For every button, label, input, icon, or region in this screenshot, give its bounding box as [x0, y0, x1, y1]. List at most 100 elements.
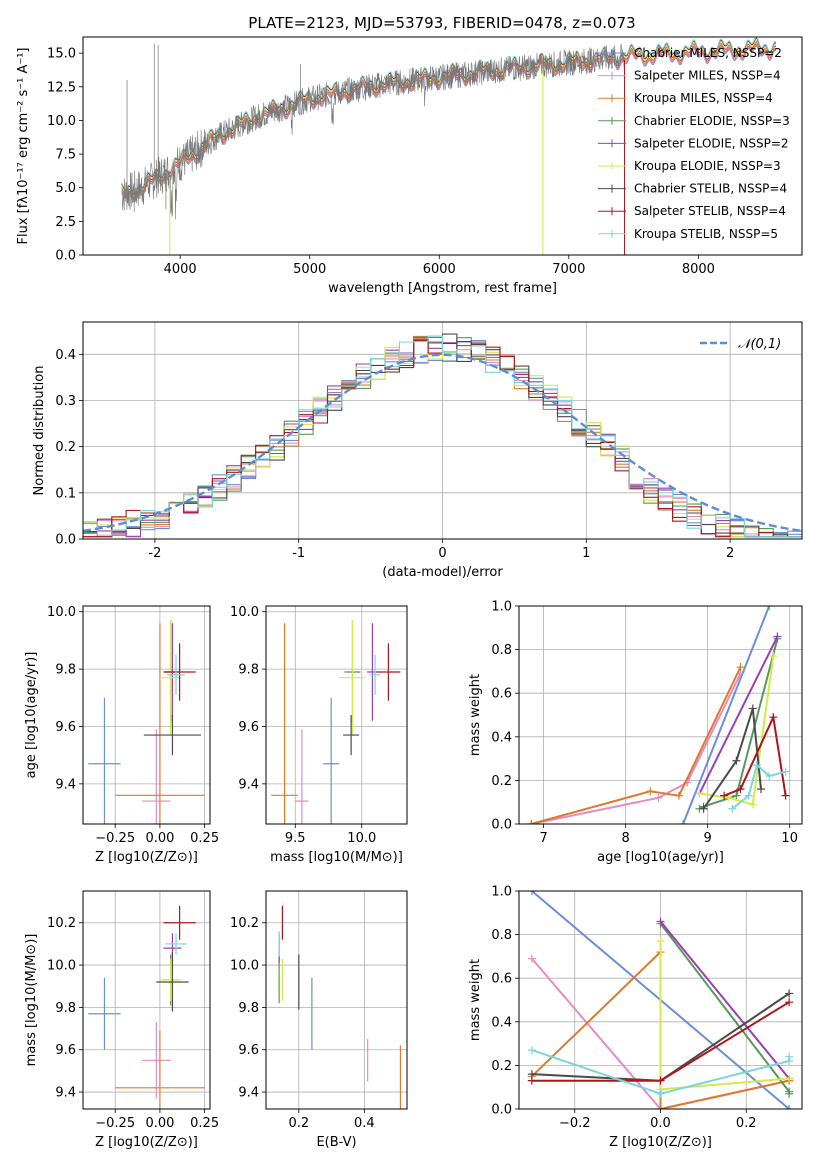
mass-weight-marker-1: [765, 606, 774, 610]
y-tick-label: 0.8: [491, 643, 512, 658]
y-tick-label: 1.0: [491, 885, 512, 900]
mass-weight-marker-3: [674, 791, 683, 800]
y-tick-label: 0.2: [55, 440, 76, 455]
grid: [519, 605, 802, 825]
x-tick-label: 0.00: [145, 831, 174, 846]
y-tick-label: 9.4: [55, 1086, 76, 1101]
x-tick-label: 0.2: [288, 1116, 309, 1131]
x-tick-label: 0: [438, 546, 446, 561]
y-tick-label: 9.8: [238, 663, 259, 678]
gaussian-reference-curve: [83, 353, 802, 533]
y-tick-label: 5.0: [55, 181, 76, 196]
x-tick-label: −0.25: [95, 831, 135, 846]
plot-area: [527, 606, 790, 824]
plot-area: [88, 620, 205, 824]
mass-weight-line-7: [702, 708, 762, 810]
mass-weight-marker-6: [748, 800, 757, 809]
histogram-2: [83, 342, 802, 538]
y-tick-label: 0.6: [491, 972, 512, 987]
mass-weight-marker-5: [773, 632, 782, 641]
legend-label-2: Salpeter MILES, NSSP=4: [634, 69, 781, 83]
y-tick-label: 0.4: [491, 1015, 512, 1030]
residual-histogram-panel: -2 -1 0 1 2 0.0 0.1 0.2 0.3 0.4 (data-model)/error…: [32, 321, 803, 580]
y-tick-label: 9.8: [55, 663, 76, 678]
x-tick-label: 0.00: [145, 1116, 174, 1131]
mass-weight-marker-8: [769, 713, 778, 722]
y-tick-label: 10.2: [230, 916, 259, 931]
y-tick-label: 9.4: [238, 777, 259, 792]
x-tick-label: 0.2: [736, 1116, 757, 1131]
mass-weight-marker-4: [785, 1089, 794, 1098]
legend-label-gaussian: 𝒩(0,1): [738, 337, 781, 352]
legend: Chabrier MILES, NSSP=2 Salpeter MILES, NS…: [598, 46, 790, 241]
mass-weight-marker-9: [752, 761, 761, 770]
x-tick-label: 2: [726, 546, 734, 561]
y-axis-label: Normed distribution: [32, 366, 47, 496]
y-tick-label: 0.6: [491, 687, 512, 702]
mass-weight-marker-1: [527, 891, 536, 895]
x-tick-label: 9.5: [285, 831, 306, 846]
x-tick-label: 0.0: [650, 1116, 671, 1131]
age-vs-mass-panel: 9.5 10.0 9.4 9.6 9.8 10.0 mass [log10(M/M⊙)]: [230, 605, 408, 865]
x-tick-label: 0.4: [354, 1116, 375, 1131]
x-axis-label: Z [log10(Z/Z⊙)]: [609, 1135, 712, 1150]
axes-frame: [265, 605, 408, 825]
mass-weight-marker-6: [724, 793, 733, 802]
plot-area: [83, 333, 802, 538]
x-tick-label: 10: [781, 831, 798, 846]
y-tick-label: 2.5: [55, 215, 76, 230]
y-axis-label: mass weight: [468, 959, 483, 1041]
grid: [266, 891, 407, 1109]
mass-weight-marker-6: [656, 937, 665, 946]
mass-weight-line-4: [699, 638, 779, 810]
axes-frame: [82, 890, 211, 1110]
y-tick-label: 10.0: [47, 605, 76, 620]
x-tick-label: −0.25: [95, 1116, 135, 1131]
axes-frame: [82, 321, 803, 540]
x-tick-label: -1: [292, 546, 305, 561]
x-tick-label: 8: [621, 831, 629, 846]
legend-label-3: Kroupa MILES, NSSP=4: [634, 91, 773, 105]
x-axis-label: Z [log10(Z/Z⊙)]: [95, 1135, 198, 1150]
y-tick-label: 0.2: [491, 774, 512, 789]
axes-frame: [82, 36, 803, 256]
x-tick-label: 8000: [682, 262, 715, 277]
y-tick-label: 0.8: [491, 928, 512, 943]
y-tick-label: 0.1: [55, 486, 76, 501]
y-tick-label: 7.5: [55, 148, 76, 163]
y-tick-label: 9.8: [238, 1001, 259, 1016]
mass-weight-marker-7: [748, 704, 757, 713]
y-tick-label: 0.0: [55, 249, 76, 264]
y-tick-label: 9.8: [55, 1001, 76, 1016]
x-axis-label: (data-model)/error: [382, 565, 503, 580]
x-tick-label: −0.2: [559, 1116, 591, 1131]
mass-weight-marker-1: [679, 820, 688, 824]
y-tick-label: 0.4: [55, 348, 76, 363]
y-tick-label: 9.4: [55, 777, 76, 792]
mass-weight-marker-8: [656, 1076, 665, 1085]
x-tick-label: 4000: [164, 262, 197, 277]
x-axis-label: Z [log10(Z/Z⊙)]: [95, 850, 198, 865]
x-tick-label: 0.25: [190, 831, 219, 846]
mass-weight-marker-6: [769, 652, 778, 661]
y-tick-label: 9.6: [55, 720, 76, 735]
x-tick-label: 7000: [552, 262, 585, 277]
mass-weight-marker-7: [732, 756, 741, 765]
mass-weight-marker-9: [744, 791, 753, 800]
mass-weight-line-8: [723, 713, 787, 797]
x-tick-label: -2: [148, 546, 161, 561]
mass-weight-marker-6: [785, 1074, 794, 1083]
mass-weight-marker-4: [732, 791, 741, 800]
spectrum-title: PLATE=2123, MJD=53793, FIBERID=0478, z=0…: [248, 14, 635, 32]
mass-vs-metallicity-panel: −0.25 0.00 0.25 9.4 9.6 9.8 10.0 10.2 Z [log10(Z…: [24, 890, 219, 1150]
y-axis-label: mass [log10(M/M⊙)]: [24, 934, 39, 1067]
mass-weight-marker-9: [765, 772, 774, 781]
plot-area: [278, 905, 402, 1109]
mass-weight-line-5: [698, 636, 779, 794]
plot-area: [121, 37, 777, 255]
grid: [83, 891, 210, 1109]
y-tick-label: 9.6: [238, 1043, 259, 1058]
observed-spectrum: [121, 43, 625, 220]
model-spectrum-6: [121, 39, 777, 198]
